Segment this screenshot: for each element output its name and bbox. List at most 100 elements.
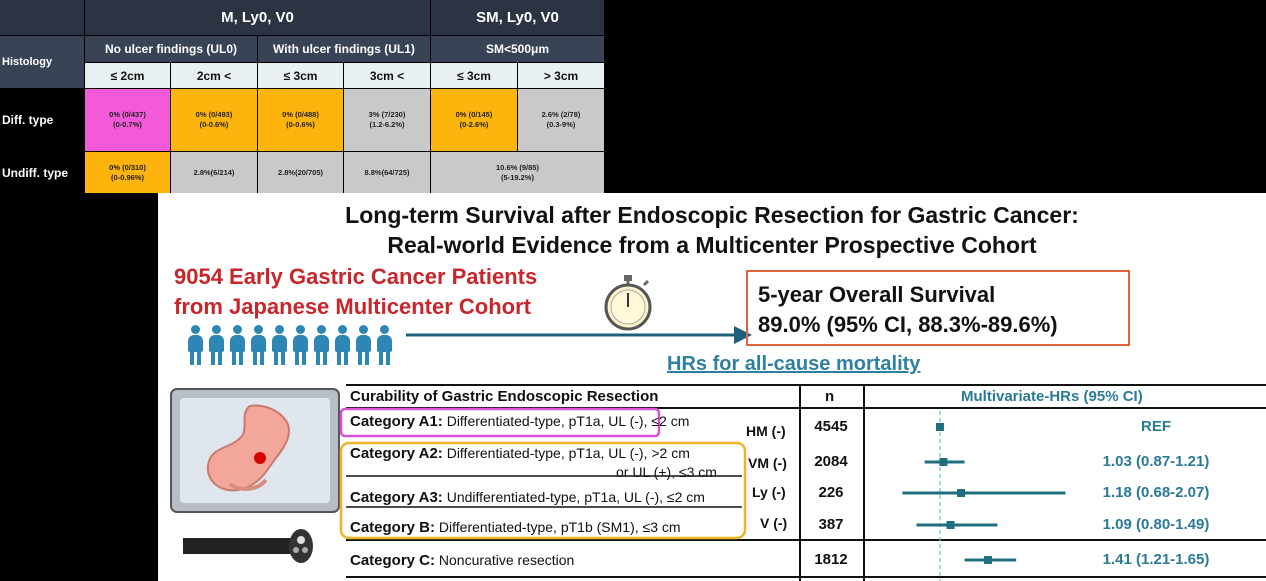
category-desc-cont: or UL (+), ≤3 cm	[616, 464, 717, 480]
cohort-line2: from Japanese Multicenter Cohort	[174, 294, 531, 319]
margin-label: Ly (-)	[752, 484, 786, 500]
n-value: 387	[818, 516, 844, 533]
category-label: Category A3: Undifferentiated-type, pT1a…	[350, 489, 705, 506]
cell-ci: (0.3-9%)	[546, 120, 576, 129]
hr-point	[935, 423, 944, 431]
subheader-sm500: SM<500μm	[431, 36, 604, 62]
hr-value: 1.41 (1.21-1.65)	[1102, 551, 1210, 568]
person-icon	[312, 325, 330, 367]
category-name: Category B:	[350, 519, 436, 536]
stopwatch-icon	[604, 275, 652, 331]
category-a1-box	[339, 407, 661, 438]
cell-ci: (0-0.7%)	[113, 120, 142, 129]
table-cell: 0% (0/145) (0-2.6%)	[431, 89, 517, 151]
person-icon	[375, 325, 393, 367]
category-label: Category B: Differentiated-type, pT1b (S…	[350, 519, 681, 536]
hr-value: REF	[1141, 418, 1171, 435]
category-desc: Noncurative resection	[438, 552, 575, 568]
table-corner	[0, 0, 84, 35]
histology-label: Histology	[0, 36, 84, 88]
cell-ci: (0-0.6%)	[199, 120, 229, 129]
curability-criteria-table: M, Ly0, V0 SM, Ly0, V0 Histology No ulce…	[0, 0, 604, 193]
n-header: n	[825, 388, 835, 405]
table-cell: 0% (0/488) (0-0.6%)	[258, 89, 343, 151]
margin-label: V (-)	[760, 515, 788, 531]
table-cell: 2.8%(20/705)	[258, 152, 343, 193]
size-header: 3cm <	[344, 63, 430, 88]
row-label-diff: Diff. type	[2, 113, 54, 127]
cell-value: 0% (0/310)	[109, 162, 146, 172]
cell-ci: (0-2.6%)	[459, 120, 489, 129]
n-value: 4545	[814, 418, 848, 435]
cell-value: 2.6% (2/78)	[541, 110, 581, 119]
group-header-sm: SM, Ly0, V0	[431, 0, 604, 35]
stomach-endoscopy-icon	[170, 388, 340, 513]
poster-panel: Long-term Survival after Endoscopic Rese…	[158, 193, 1266, 581]
person-icon	[186, 325, 204, 367]
poster-title-line2: Real-world Evidence from a Multicenter P…	[387, 232, 1037, 258]
size-header: ≤ 3cm	[431, 63, 517, 88]
size-header: ≤ 3cm	[258, 63, 343, 88]
category-desc: Differentiated-type, pT1a, UL (-), >2 cm	[446, 445, 690, 461]
cell-value: 0% (0/493)	[195, 110, 233, 119]
person-icon	[291, 325, 309, 367]
category-name: Category A2:	[350, 445, 443, 462]
table-cell: 0% (0/493) (0-0.6%)	[171, 89, 257, 151]
cell-value: 10.6% (9/85)	[496, 162, 539, 172]
category-name: Category A3:	[350, 489, 443, 506]
hr-point	[939, 458, 948, 466]
category-name: Category A1:	[350, 413, 443, 430]
os-label: 5-year Overall Survival	[758, 282, 996, 307]
category-desc: Undifferentiated-type, pT1a, UL (-), ≤2 …	[446, 489, 705, 505]
cell-value: 8.8%(64/725)	[364, 167, 410, 177]
cell-ci: (5-19.2%)	[501, 172, 534, 182]
person-icon	[354, 325, 372, 367]
size-header: > 3cm	[518, 63, 604, 88]
subheader-ul0: No ulcer findings (UL0)	[85, 36, 257, 62]
table-cell: 3% (7/230) (1.2-6.2%)	[344, 89, 430, 151]
cell-value: 0% (0/437)	[109, 110, 146, 119]
category-group-box	[339, 441, 747, 540]
person-icon	[207, 325, 225, 367]
category-label: Category A2: Differentiated-type, pT1a, …	[350, 445, 690, 462]
endoscope-icon	[183, 529, 313, 563]
cell-ci: (0-0.96%)	[111, 172, 144, 182]
n-value: 2084	[814, 453, 848, 470]
category-desc: Differentiated-type, pT1b (SM1), ≤3 cm	[438, 519, 681, 535]
table-cell: 8.8%(64/725)	[344, 152, 430, 193]
cell-value: 2.8%(6/214)	[193, 167, 235, 177]
table-cell: 2.6% (2/78) (0.3-9%)	[518, 89, 604, 151]
arrow-icon	[406, 326, 752, 344]
n-value: 1812	[814, 551, 848, 568]
category-desc: Differentiated-type, pT1a, UL (-), ≤2 cm	[446, 413, 690, 429]
cell-ci: (0-0.6%)	[286, 120, 315, 129]
margin-label: HM (-)	[746, 423, 786, 439]
row-label-undiff: Undiff. type	[2, 165, 68, 180]
poster-title-line1: Long-term Survival after Endoscopic Rese…	[345, 202, 1079, 228]
table-cell: 0% (0/437) (0-0.7%)	[85, 89, 170, 151]
person-icon	[270, 325, 288, 367]
cell-value: 3% (7/230)	[368, 110, 406, 119]
hr-point	[957, 489, 966, 497]
cohort-line1: 9054 Early Gastric Cancer Patients	[174, 264, 538, 289]
hr-point	[984, 556, 993, 564]
hr-point	[946, 521, 955, 529]
table-cell: 0% (0/310) (0-0.96%)	[85, 152, 170, 193]
os-value: 89.0% (95% CI, 88.3%-89.6%)	[758, 312, 1058, 337]
table-cell: 2.8%(6/214)	[171, 152, 257, 193]
hr-value: 1.18 (0.68-2.07)	[1102, 484, 1210, 501]
n-value: 226	[818, 484, 844, 501]
overall-survival-box: 5-year Overall Survival 89.0% (95% CI, 8…	[746, 270, 1130, 346]
person-icon	[333, 325, 351, 367]
category-name: Category C:	[350, 552, 436, 569]
hr-value: 1.03 (0.87-1.21)	[1102, 453, 1210, 470]
hr-title: HRs for all-cause mortality	[667, 353, 921, 375]
curability-header: Curability of Gastric Endoscopic Resecti…	[350, 388, 659, 405]
cell-ci: (1.2-6.2%)	[369, 120, 405, 129]
forest-plot	[339, 384, 1266, 581]
person-icon	[249, 325, 267, 367]
group-header-m: M, Ly0, V0	[85, 0, 430, 35]
category-label: Category C: Noncurative resection	[350, 552, 574, 569]
person-icon	[228, 325, 246, 367]
subheader-ul1: With ulcer findings (UL1)	[258, 36, 430, 62]
